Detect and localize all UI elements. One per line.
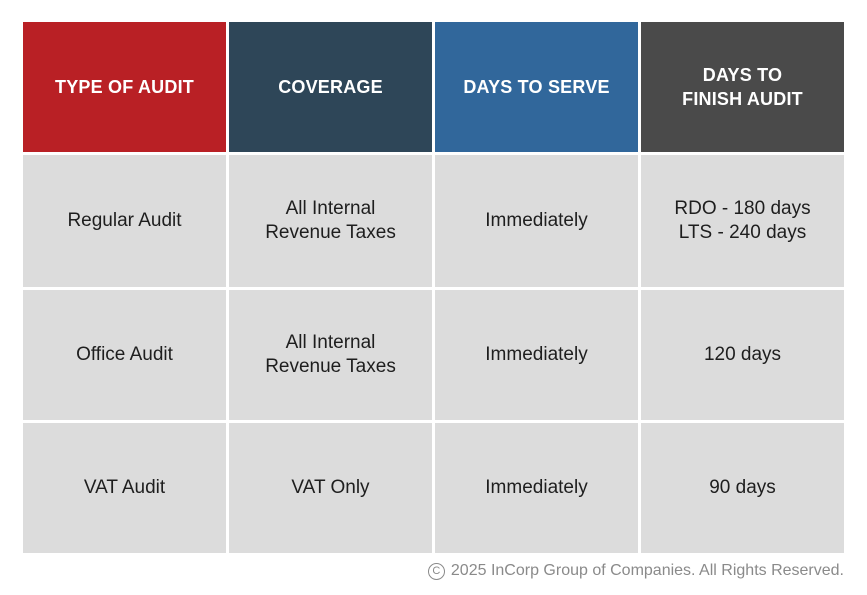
table-cell-days-to-serve: Immediately [435,290,638,420]
table-cell-coverage: All Internal Revenue Taxes [229,290,432,420]
copyright-text: 2025 InCorp Group of Companies. All Righ… [450,562,844,579]
header-days-to-finish-audit: DAYS TO FINISH AUDIT [641,22,844,152]
table-cell-days-to-finish: RDO - 180 days LTS - 240 days [641,155,844,287]
cell-text: Immediately [485,477,588,498]
table-cell-type: VAT Audit [23,423,226,553]
cell-text: 120 days [703,344,782,365]
cell-text: RDO - 180 days LTS - 240 days [674,198,811,243]
cell-text: 90 days [709,477,776,498]
cell-text: Office Audit [76,344,173,365]
header-label: DAYS TO SERVE [463,77,610,97]
table-cell-days-to-finish: 120 days [641,290,844,420]
cell-text: Immediately [485,210,588,231]
table-cell-days-to-serve: Immediately [435,155,638,287]
header-label: DAYS TO FINISH AUDIT [682,65,803,109]
header-type-of-audit: TYPE OF AUDIT [23,22,226,152]
table-cell-days-to-serve: Immediately [435,423,638,553]
table-cell-type: Office Audit [23,290,226,420]
table-cell-type: Regular Audit [23,155,226,287]
header-label: TYPE OF AUDIT [55,77,194,97]
cell-text: All Internal Revenue Taxes [265,198,396,243]
table-cell-coverage: All Internal Revenue Taxes [229,155,432,287]
header-label: COVERAGE [278,77,383,97]
header-coverage: COVERAGE [229,22,432,152]
copyright-icon: C [427,562,445,580]
table-cell-days-to-finish: 90 days [641,423,844,553]
cell-text: VAT Only [291,477,370,498]
cell-text: VAT Audit [83,477,166,498]
cell-text: Immediately [485,344,588,365]
cell-text: Regular Audit [67,210,182,231]
header-days-to-serve: DAYS TO SERVE [435,22,638,152]
copyright-footer: C 2025 InCorp Group of Companies. All Ri… [427,561,844,581]
audit-table: TYPE OF AUDIT COVERAGE DAYS TO SERVE DAY… [23,22,844,553]
cell-text: All Internal Revenue Taxes [265,332,396,377]
table-cell-coverage: VAT Only [229,423,432,553]
